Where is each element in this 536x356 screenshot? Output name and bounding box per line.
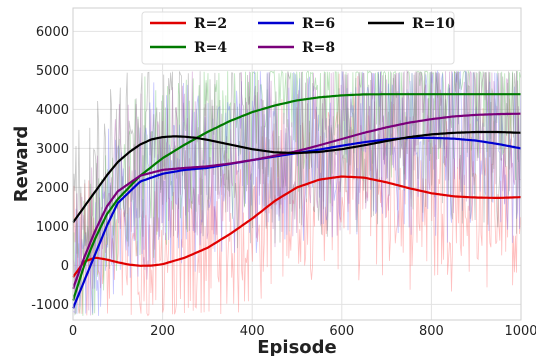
y-tick-label: 3000 [36, 142, 69, 157]
noise-series-R=6 [72, 69, 521, 316]
y-tick-label: 2000 [36, 181, 69, 196]
legend-box [141, 11, 455, 65]
x-tick-label: 400 [240, 324, 265, 339]
legend-label-R=10: R=10 [412, 16, 455, 32]
series-line-R=8 [71, 112, 521, 290]
plot-frame [72, 7, 522, 321]
series-line-R=2 [72, 175, 522, 278]
y-axis-title: Reward [11, 126, 32, 203]
y-tick-label: 1000 [36, 220, 69, 235]
legend-label-R=4: R=4 [194, 40, 227, 56]
y-tick-label: 5000 [36, 64, 69, 79]
y-tick-label: 6000 [36, 25, 69, 40]
legend-label-R=2: R=2 [194, 16, 227, 32]
noise-series-R=8 [72, 69, 521, 316]
x-tick-labels: 0 200 400 600 800 1000 [69, 324, 536, 339]
legend: R=2 R=4 R=6 R=8 R=10 [141, 11, 455, 65]
x-tick-label: 0 [69, 324, 77, 339]
noise-series-R=2 [72, 73, 521, 317]
x-axis-title: Episode [257, 337, 337, 356]
series-line-R=4 [71, 93, 521, 301]
y-tick-label: 0 [61, 259, 69, 274]
noise-series-R=4 [72, 69, 521, 316]
x-tick-label: 600 [329, 324, 354, 339]
x-tick-label: 200 [150, 324, 175, 339]
x-tick-label: 1000 [504, 324, 536, 339]
series-line-R=10 [72, 130, 522, 224]
x-tick-label: 800 [419, 324, 444, 339]
legend-label-R=8: R=8 [302, 40, 335, 56]
y-tick-labels: -1000 0 1000 2000 3000 4000 5000 6000 [31, 25, 69, 313]
smoothed-reward-lines [71, 93, 522, 309]
legend-label-R=6: R=6 [302, 16, 335, 32]
y-tick-label: 4000 [36, 103, 69, 118]
y-tick-label: -1000 [31, 298, 69, 313]
